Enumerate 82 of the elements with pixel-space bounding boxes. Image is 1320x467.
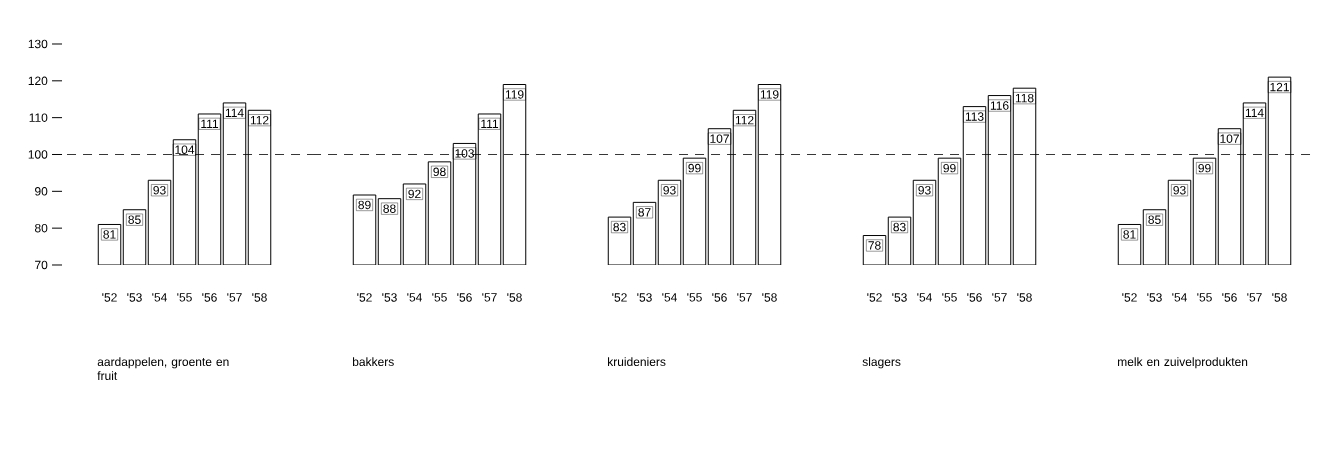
data-label: 111 bbox=[481, 119, 499, 128]
x-tick-label: '56 bbox=[1222, 293, 1237, 302]
y-tick-label: 70 bbox=[35, 260, 48, 270]
data-label: 87 bbox=[638, 208, 651, 217]
data-label: 93 bbox=[663, 185, 676, 195]
x-tick-label: '58 bbox=[507, 293, 522, 302]
x-tick-label: '54 bbox=[152, 293, 167, 302]
data-label: 93 bbox=[1173, 185, 1186, 195]
x-tick-label: '58 bbox=[252, 293, 267, 302]
data-label: 112 bbox=[250, 115, 269, 125]
x-tick-label: '53 bbox=[892, 293, 907, 302]
data-label: 111 bbox=[201, 119, 219, 128]
x-tick-label: '55 bbox=[1197, 293, 1212, 302]
x-tick-label: '56 bbox=[202, 293, 217, 302]
x-tick-label: '58 bbox=[1017, 293, 1032, 302]
y-tick-label: 130 bbox=[28, 39, 48, 49]
x-axis-title: bakkers bbox=[353, 357, 394, 366]
x-tick-label: '54 bbox=[917, 293, 932, 302]
x-tick-label: '53 bbox=[382, 293, 397, 302]
x-tick-label: '56 bbox=[712, 293, 727, 302]
data-label: 85 bbox=[1148, 215, 1161, 224]
y-tick-label: 100 bbox=[28, 150, 48, 159]
x-tick-label: '56 bbox=[457, 293, 472, 302]
y-tick-label: 110 bbox=[29, 113, 48, 122]
x-tick-label: '57 bbox=[482, 293, 497, 302]
data-label: 83 bbox=[613, 222, 626, 232]
data-label: 99 bbox=[688, 163, 701, 173]
x-tick-label: '52 bbox=[612, 293, 627, 302]
data-label: 103 bbox=[455, 149, 474, 158]
x-tick-label: '58 bbox=[1272, 293, 1287, 302]
x-axis-title: aardappelen, groente en fruit bbox=[97, 357, 229, 381]
x-tick-label: '52 bbox=[1122, 293, 1137, 302]
x-tick-label: '57 bbox=[737, 293, 752, 302]
data-label: 119 bbox=[505, 90, 524, 99]
data-label: 121 bbox=[1270, 82, 1289, 92]
y-tick-label: 120 bbox=[28, 76, 48, 86]
data-label: 118 bbox=[1015, 93, 1034, 103]
x-tick-label: '54 bbox=[662, 293, 677, 302]
data-label: 104 bbox=[175, 145, 195, 154]
x-tick-label: '55 bbox=[942, 293, 957, 302]
x-tick-label: '55 bbox=[177, 293, 192, 302]
data-label: 107 bbox=[710, 134, 729, 143]
x-tick-label: '55 bbox=[687, 293, 702, 302]
x-tick-label: '52 bbox=[357, 293, 372, 302]
x-tick-label: '57 bbox=[1247, 293, 1262, 302]
data-label: 99 bbox=[943, 163, 956, 173]
data-label: 93 bbox=[918, 185, 931, 195]
x-tick-label: '53 bbox=[127, 293, 142, 302]
x-tick-label: '58 bbox=[762, 293, 777, 302]
x-tick-label: '53 bbox=[637, 293, 652, 302]
data-label: 93 bbox=[153, 185, 166, 195]
data-label: 78 bbox=[868, 241, 881, 250]
data-label: 88 bbox=[383, 204, 396, 213]
data-label: 81 bbox=[1123, 230, 1136, 239]
x-axis-title: kruideniers bbox=[608, 357, 666, 366]
y-tick-label: 90 bbox=[35, 187, 48, 196]
x-tick-label: '54 bbox=[407, 293, 422, 302]
data-label: 112 bbox=[735, 115, 754, 125]
x-tick-label: '54 bbox=[1172, 293, 1187, 302]
data-label: 85 bbox=[128, 215, 141, 224]
data-label: 92 bbox=[408, 189, 421, 199]
x-tick-label: '57 bbox=[992, 293, 1007, 302]
data-label: 98 bbox=[433, 167, 446, 177]
x-tick-label: '52 bbox=[867, 293, 882, 302]
x-tick-label: '52 bbox=[102, 293, 117, 302]
y-tick-label: 80 bbox=[34, 223, 48, 233]
data-label: 99 bbox=[1198, 163, 1211, 173]
x-tick-label: '56 bbox=[967, 293, 982, 302]
x-tick-label: '53 bbox=[1147, 293, 1162, 302]
x-axis-title: slagers bbox=[862, 357, 901, 369]
x-tick-label: '57 bbox=[227, 293, 242, 302]
data-label: 114 bbox=[1245, 108, 1264, 117]
data-label: 89 bbox=[358, 200, 371, 210]
data-label: 116 bbox=[990, 101, 1009, 110]
data-label: 107 bbox=[1220, 134, 1239, 143]
x-axis-title: melk en zuivelprodukten bbox=[1118, 357, 1248, 369]
x-tick-label: '55 bbox=[432, 293, 447, 302]
data-label: 113 bbox=[965, 112, 984, 121]
data-label: 83 bbox=[893, 222, 906, 232]
data-label: 114 bbox=[225, 108, 244, 117]
data-label: 119 bbox=[760, 90, 779, 99]
data-label: 81 bbox=[103, 230, 116, 239]
